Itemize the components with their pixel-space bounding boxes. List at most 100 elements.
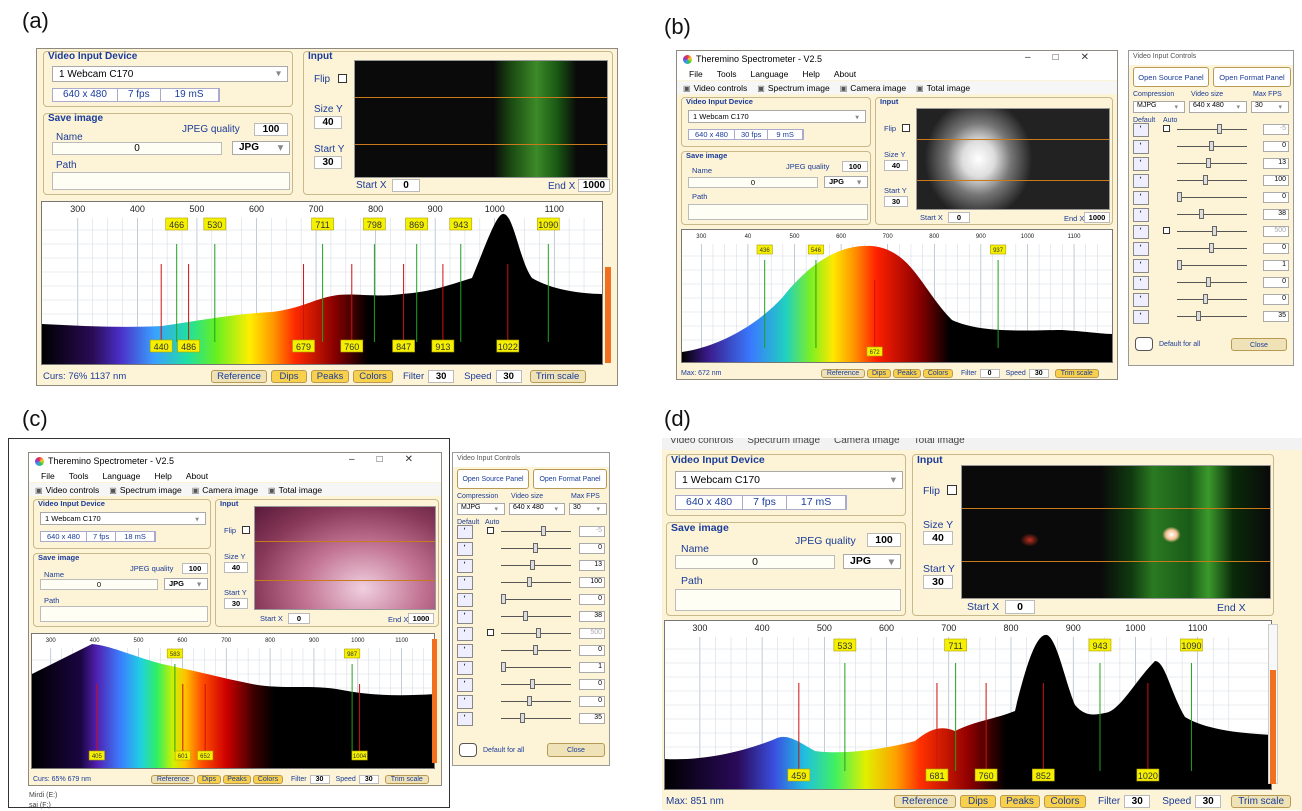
trim-scale-button[interactable]: Trim scale bbox=[1054, 368, 1099, 378]
hue-icon[interactable]: ◐ bbox=[457, 576, 473, 590]
property-slider[interactable] bbox=[1177, 192, 1247, 202]
slider-knob[interactable] bbox=[533, 645, 538, 655]
trim-scale-button[interactable]: Trim scale bbox=[1231, 795, 1292, 808]
start-y-input[interactable]: 30 bbox=[884, 196, 908, 207]
dips-button[interactable]: Dips bbox=[960, 795, 996, 808]
property-value[interactable]: 100 bbox=[1263, 175, 1289, 186]
property-value[interactable]: 1 bbox=[1263, 260, 1289, 271]
property-value[interactable]: 13 bbox=[1263, 158, 1289, 169]
filter-input[interactable]: 30 bbox=[309, 774, 330, 784]
peaks-button[interactable]: Peaks bbox=[1000, 795, 1040, 808]
white-balance-icon[interactable]: ◐ bbox=[457, 627, 473, 641]
menu-about[interactable]: About bbox=[833, 68, 857, 79]
spectrum-image-tab[interactable]: Spectrum image bbox=[747, 438, 821, 446]
dips-button[interactable]: Dips bbox=[197, 774, 221, 784]
property-slider[interactable] bbox=[1177, 311, 1247, 321]
trim-scale-button[interactable]: Trim scale bbox=[529, 369, 586, 383]
speed-input[interactable]: 30 bbox=[358, 774, 379, 784]
property-slider[interactable] bbox=[501, 526, 571, 536]
slider-knob[interactable] bbox=[1216, 124, 1222, 134]
hue-color-icon[interactable]: ◐ bbox=[457, 644, 473, 658]
reference-button[interactable]: Reference bbox=[894, 795, 956, 808]
auto-checkbox[interactable] bbox=[487, 527, 494, 534]
filter-input[interactable]: 30 bbox=[428, 369, 455, 383]
slider-knob[interactable] bbox=[1196, 311, 1202, 321]
property-value[interactable]: 35 bbox=[1263, 311, 1289, 322]
format-select[interactable]: JPG ▾ bbox=[843, 554, 901, 569]
total-image-tab[interactable]: Total image bbox=[268, 485, 322, 495]
property-slider[interactable] bbox=[501, 662, 571, 672]
slider-knob[interactable] bbox=[501, 594, 506, 604]
property-slider[interactable] bbox=[1177, 175, 1247, 185]
property-slider[interactable] bbox=[1177, 243, 1247, 253]
start-x-input[interactable]: 0 bbox=[392, 179, 420, 192]
property-slider[interactable] bbox=[1177, 124, 1247, 134]
end-x-input[interactable]: 1000 bbox=[1084, 212, 1110, 223]
saturation-icon[interactable]: ◐ bbox=[1133, 208, 1149, 222]
window-controls[interactable]: –□✕ bbox=[1025, 52, 1111, 63]
property-slider[interactable] bbox=[501, 679, 571, 689]
property-value[interactable]: 38 bbox=[579, 611, 605, 622]
tilt-icon[interactable]: ◐ bbox=[457, 695, 473, 709]
property-value[interactable]: 0 bbox=[1263, 243, 1289, 254]
slider-knob[interactable] bbox=[523, 611, 529, 621]
path-input[interactable] bbox=[688, 204, 868, 220]
property-value[interactable]: 0 bbox=[1263, 277, 1289, 288]
default-all-button[interactable] bbox=[1135, 337, 1153, 351]
size-y-input[interactable]: 40 bbox=[224, 562, 248, 573]
property-value[interactable]: 0 bbox=[1263, 294, 1289, 305]
close-button[interactable]: Close bbox=[1231, 338, 1287, 351]
hue-color-icon[interactable]: ◐ bbox=[1133, 242, 1149, 256]
pan-icon[interactable]: ◐ bbox=[457, 678, 473, 692]
contrast-icon[interactable]: ◐ bbox=[1133, 157, 1149, 171]
menu-language[interactable]: Language bbox=[102, 470, 141, 481]
slider-knob[interactable] bbox=[1202, 294, 1208, 304]
video-size-select[interactable]: 640 x 480 ▾ bbox=[1189, 101, 1247, 113]
slider-knob[interactable] bbox=[533, 543, 538, 553]
slider-knob[interactable] bbox=[1205, 158, 1211, 168]
white-balance-icon[interactable]: ◐ bbox=[1133, 225, 1149, 239]
format-select[interactable]: JPG ▾ bbox=[824, 176, 868, 188]
property-value[interactable]: 35 bbox=[579, 713, 605, 724]
brightness-icon[interactable]: ◐ bbox=[457, 542, 473, 556]
peaks-button[interactable]: Peaks bbox=[223, 774, 251, 784]
device-select[interactable]: 1 Webcam C170 ▾ bbox=[688, 110, 866, 123]
slider-knob[interactable] bbox=[1212, 226, 1218, 236]
open-format-panel-button[interactable]: Open Format Panel bbox=[533, 469, 607, 489]
menu-help[interactable]: Help bbox=[802, 68, 820, 79]
flip-checkbox[interactable] bbox=[338, 74, 347, 83]
colors-button[interactable]: Colors bbox=[923, 368, 953, 378]
flip-checkbox[interactable] bbox=[242, 526, 250, 534]
fps-select[interactable]: 30 ▾ bbox=[1251, 101, 1289, 113]
property-slider[interactable] bbox=[1177, 277, 1247, 287]
start-y-input[interactable]: 30 bbox=[224, 598, 248, 609]
menu-language[interactable]: Language bbox=[750, 68, 789, 79]
size-y-input[interactable]: 40 bbox=[314, 116, 342, 129]
property-value[interactable]: 100 bbox=[579, 577, 605, 588]
colors-button[interactable]: Colors bbox=[253, 774, 283, 784]
device-select[interactable]: 1 Webcam C170 ▾ bbox=[52, 66, 288, 82]
slider-knob[interactable] bbox=[540, 526, 546, 536]
property-slider[interactable] bbox=[1177, 260, 1247, 270]
property-slider[interactable] bbox=[1177, 226, 1247, 236]
property-slider[interactable] bbox=[501, 543, 571, 553]
zoom-icon[interactable]: ◐ bbox=[457, 661, 473, 675]
property-value[interactable]: 13 bbox=[579, 560, 605, 571]
flip-checkbox[interactable] bbox=[902, 124, 910, 132]
filter-input[interactable]: 0 bbox=[979, 368, 1000, 378]
contrast-icon[interactable]: ◐ bbox=[457, 559, 473, 573]
jpeg-quality-input[interactable]: 100 bbox=[842, 161, 868, 172]
property-value[interactable]: 0 bbox=[1263, 141, 1289, 152]
dips-button[interactable]: Dips bbox=[271, 369, 307, 383]
camera-image-tab[interactable]: Camera image bbox=[840, 83, 906, 93]
total-image-tab[interactable]: Total image bbox=[916, 83, 970, 93]
format-select[interactable]: JPG ▾ bbox=[164, 578, 208, 590]
property-slider[interactable] bbox=[501, 713, 571, 723]
path-input[interactable] bbox=[52, 172, 290, 190]
auto-checkbox[interactable] bbox=[1163, 227, 1170, 234]
hue-icon[interactable]: ◐ bbox=[1133, 174, 1149, 188]
slider-knob[interactable] bbox=[1177, 260, 1182, 270]
window-controls[interactable]: –□✕ bbox=[349, 454, 435, 465]
property-slider[interactable] bbox=[1177, 209, 1247, 219]
property-value[interactable]: 0 bbox=[579, 594, 605, 605]
